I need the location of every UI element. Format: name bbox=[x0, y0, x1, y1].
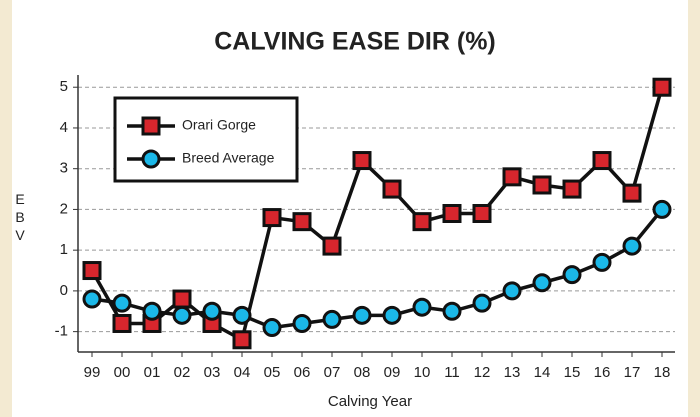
marker bbox=[112, 293, 132, 313]
marker bbox=[322, 236, 342, 256]
panel bbox=[12, 0, 688, 417]
marker bbox=[502, 167, 522, 187]
x-tick-label: 02 bbox=[174, 364, 191, 381]
x-tick-label: 04 bbox=[234, 364, 251, 381]
marker bbox=[412, 297, 432, 317]
x-tick-label: 14 bbox=[534, 364, 551, 381]
marker bbox=[562, 265, 582, 285]
marker bbox=[292, 313, 312, 333]
legend-label: Breed Average bbox=[182, 150, 275, 166]
marker bbox=[292, 212, 312, 232]
x-tick-label: 15 bbox=[564, 364, 581, 381]
marker bbox=[82, 289, 102, 309]
marker bbox=[472, 204, 492, 223]
legend-label: Orari Gorge bbox=[182, 117, 256, 133]
x-tick-label: 12 bbox=[474, 364, 491, 381]
marker bbox=[322, 309, 342, 329]
x-tick-label: 16 bbox=[594, 364, 611, 381]
marker bbox=[442, 204, 462, 223]
marker bbox=[562, 179, 582, 199]
x-tick-label: 01 bbox=[144, 364, 161, 381]
x-tick-label: 17 bbox=[624, 364, 641, 381]
marker bbox=[112, 313, 132, 333]
marker bbox=[232, 330, 252, 350]
marker bbox=[532, 175, 552, 195]
marker bbox=[592, 252, 612, 272]
marker bbox=[82, 261, 102, 281]
y-tick-label: 4 bbox=[60, 119, 68, 136]
marker bbox=[442, 301, 462, 321]
x-tick-label: 06 bbox=[294, 364, 311, 381]
marker bbox=[262, 208, 282, 228]
marker bbox=[232, 305, 252, 325]
marker bbox=[262, 318, 282, 338]
x-tick-label: 18 bbox=[654, 364, 671, 381]
marker bbox=[382, 179, 402, 199]
y-tick-label: 5 bbox=[60, 78, 68, 95]
legend-marker bbox=[141, 149, 161, 169]
y-tick-label: 2 bbox=[60, 200, 68, 217]
y-axis-label: EBV bbox=[12, 191, 28, 245]
marker bbox=[142, 301, 162, 321]
marker bbox=[622, 236, 642, 256]
legend-marker bbox=[141, 116, 161, 136]
marker bbox=[502, 281, 522, 301]
x-tick-label: 10 bbox=[414, 364, 431, 381]
marker bbox=[352, 151, 372, 171]
x-tick-label: 03 bbox=[204, 364, 221, 381]
x-tick-label: 09 bbox=[384, 364, 401, 381]
x-axis-label: Calving Year bbox=[328, 393, 412, 410]
marker bbox=[172, 305, 192, 325]
marker bbox=[592, 151, 612, 171]
y-tick-label: 0 bbox=[60, 282, 68, 299]
marker bbox=[532, 273, 552, 293]
y-tick-label: -1 bbox=[55, 323, 68, 340]
marker bbox=[172, 289, 192, 309]
x-tick-label: 05 bbox=[264, 364, 281, 381]
x-tick-label: 13 bbox=[504, 364, 521, 381]
marker bbox=[202, 301, 222, 321]
chart-title: CALVING EASE DIR (%) bbox=[214, 28, 496, 56]
y-tick-label: 1 bbox=[60, 241, 68, 258]
marker bbox=[382, 305, 402, 325]
x-tick-label: 07 bbox=[324, 364, 341, 381]
marker bbox=[652, 77, 672, 97]
x-tick-label: 00 bbox=[114, 364, 131, 381]
marker bbox=[652, 199, 672, 219]
marker bbox=[472, 293, 492, 313]
x-tick-label: 08 bbox=[354, 364, 371, 381]
x-tick-label: 11 bbox=[444, 364, 460, 381]
x-tick-label: 99 bbox=[84, 364, 101, 381]
y-tick-label: 3 bbox=[60, 160, 68, 177]
legend-box bbox=[113, 96, 299, 183]
marker bbox=[622, 183, 642, 203]
marker bbox=[412, 212, 432, 232]
marker bbox=[352, 305, 372, 325]
